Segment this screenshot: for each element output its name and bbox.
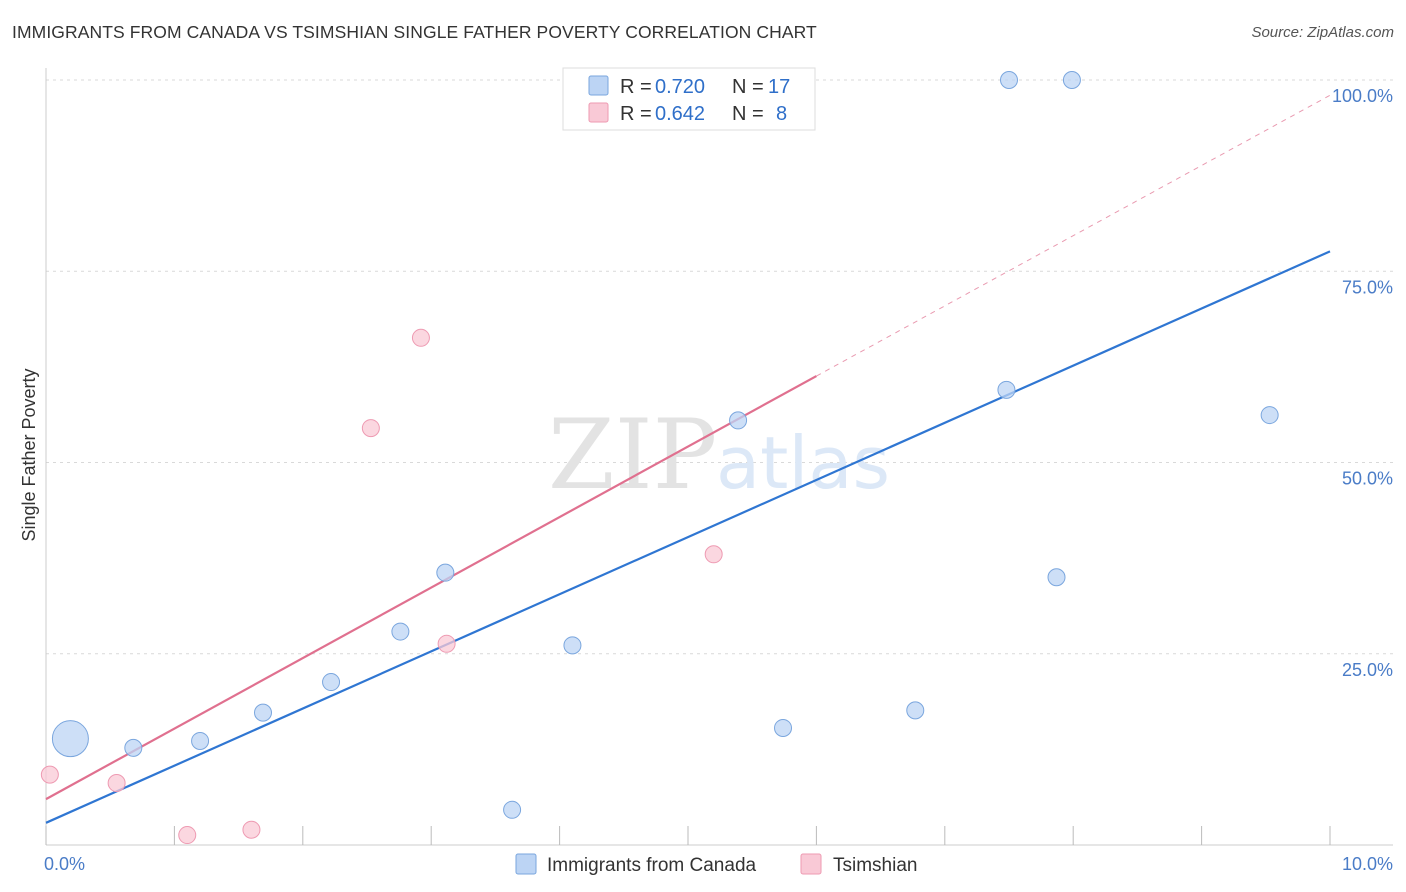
point-blue-4	[322, 673, 341, 692]
bottom-legend-label-tsimshian: Tsimshian	[833, 855, 917, 876]
chart-title: IMMIGRANTS FROM CANADA VS TSIMSHIAN SING…	[12, 22, 817, 42]
point-pink-2	[178, 826, 197, 845]
y-axis-label: Single Father Poverty	[19, 368, 39, 541]
point-pink-3	[242, 820, 261, 839]
point-blue-7	[503, 800, 522, 819]
legend-n-value-2: 8	[776, 103, 787, 125]
point-pink-7	[704, 545, 723, 564]
grid-layer	[46, 79, 1393, 655]
watermark: ZIP atlas	[548, 399, 890, 511]
legend-n-label-2: N =	[732, 103, 764, 125]
legend-r-label-1: R =	[620, 76, 652, 98]
chart-source: Source: ZipAtlas.com	[1251, 24, 1394, 41]
trend-line-pink	[45, 375, 817, 801]
y-tick-label-100: 100.0%	[1332, 86, 1393, 106]
bottom-legend-swatch-blue	[515, 853, 537, 875]
point-blue-3	[253, 703, 272, 722]
point-blue-12	[997, 380, 1016, 399]
point-blue-8	[563, 636, 582, 655]
point-blue-16	[1260, 406, 1279, 425]
watermark-atlas: atlas	[716, 421, 890, 505]
y-tick-label-25: 25.0%	[1342, 660, 1393, 680]
legend-r-value-2: 0.642	[655, 103, 705, 125]
point-pink-1	[107, 774, 126, 793]
trend-layer	[45, 94, 1331, 824]
legend-n-value-1: 17	[768, 76, 790, 98]
legend-n-label-1: N =	[732, 76, 764, 98]
axis-layer: 25.0% 50.0% 75.0% 100.0% 0.0% 10.0%	[44, 68, 1393, 874]
point-blue-0	[51, 720, 89, 758]
point-blue-11	[906, 701, 925, 720]
bottom-legend-label-canada: Immigrants from Canada	[547, 855, 757, 876]
point-blue-13	[1047, 568, 1066, 587]
point-blue-1	[124, 738, 143, 757]
y-tick-label-50: 50.0%	[1342, 469, 1393, 489]
point-blue-15	[1062, 71, 1081, 89]
legend-r-label-2: R =	[620, 103, 652, 125]
watermark-zip: ZIP	[548, 399, 717, 511]
point-blue-2	[191, 731, 210, 750]
x-tick-label-min: 0.0%	[44, 854, 85, 874]
legend-swatch-blue	[588, 75, 609, 96]
point-blue-9	[729, 411, 748, 430]
x-tick-label-max: 10.0%	[1342, 854, 1393, 874]
trend-extension-pink	[816, 94, 1331, 377]
point-pink-4	[361, 419, 380, 438]
trend-line-blue	[45, 250, 1331, 824]
legend-swatch-pink	[588, 102, 609, 123]
point-blue-14	[1000, 71, 1018, 89]
bottom-legend: Immigrants from Canada Tsimshian	[515, 853, 917, 876]
top-legend: R = 0.720 N = 17 R = 0.642 N = 8	[562, 67, 816, 131]
point-pink-6	[437, 634, 456, 653]
y-tick-label-75: 75.0%	[1342, 277, 1393, 297]
points-layer	[40, 71, 1279, 845]
point-pink-0	[40, 765, 59, 784]
point-blue-10	[774, 718, 793, 737]
point-blue-6	[436, 563, 455, 582]
point-blue-5	[391, 622, 410, 641]
bottom-legend-swatch-pink	[800, 853, 822, 875]
point-pink-5	[411, 328, 430, 347]
legend-r-value-1: 0.720	[655, 76, 705, 98]
